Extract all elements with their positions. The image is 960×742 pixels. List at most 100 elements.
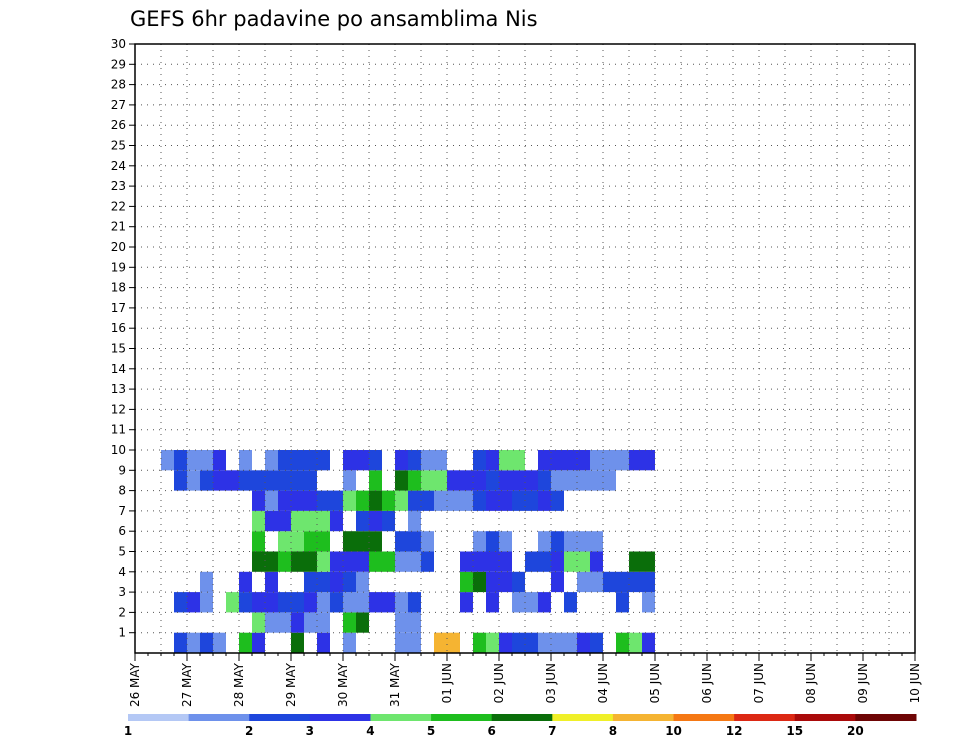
heatmap-cell (499, 450, 512, 471)
heatmap-cell (265, 450, 278, 471)
colorbar-label: 2 (245, 724, 253, 738)
colorbar-segment (370, 714, 432, 721)
heatmap-cell (317, 531, 330, 552)
y-tick-label: 24 (111, 159, 126, 173)
heatmap-cell (278, 592, 291, 613)
heatmap-cell (226, 470, 239, 491)
heatmap-cell (356, 551, 369, 572)
heatmap-cell (551, 470, 564, 491)
heatmap-cell (252, 612, 265, 633)
heatmap-cell (408, 632, 421, 653)
heatmap-cell (330, 510, 343, 532)
heatmap-cell (538, 632, 551, 653)
heatmap-cell (343, 571, 356, 593)
heatmap-cell (551, 551, 564, 572)
heatmap-cell (473, 450, 486, 471)
heatmap-cell (408, 551, 421, 572)
y-tick-label: 28 (111, 78, 126, 92)
colorbar-segment (612, 714, 675, 721)
heatmap-cells (161, 450, 655, 653)
colorbar-label: 1 (124, 724, 132, 738)
heatmap-cell (434, 490, 447, 511)
heatmap-cell (239, 470, 252, 491)
x-tick-label: 10 JUN (908, 663, 922, 703)
heatmap-cell (330, 592, 343, 613)
heatmap-cell (473, 632, 486, 653)
heatmap-cell (265, 592, 278, 613)
heatmap-cell (499, 571, 512, 593)
heatmap-cell (460, 592, 473, 613)
heatmap-cell (265, 571, 278, 593)
heatmap-cell (317, 632, 330, 653)
heatmap-cell (486, 531, 499, 552)
heatmap-cell (369, 450, 382, 471)
heatmap-cell (291, 510, 304, 532)
heatmap-cell (577, 632, 590, 653)
y-tick-label: 18 (111, 281, 126, 295)
heatmap-cell (616, 571, 629, 593)
colorbar-segment (734, 714, 796, 721)
heatmap-cell (642, 571, 655, 593)
heatmap-cell (382, 592, 395, 613)
heatmap-cell (278, 470, 291, 491)
heatmap-cell (590, 551, 603, 572)
heatmap-cell (577, 551, 590, 572)
heatmap-cell (343, 632, 356, 653)
heatmap-cell (330, 551, 343, 572)
heatmap-cell (291, 612, 304, 633)
heatmap-cell (473, 531, 486, 552)
heatmap-cell (278, 551, 291, 572)
heatmap-cell (421, 470, 434, 491)
heatmap-cell (564, 531, 577, 552)
heatmap-cell (278, 612, 291, 633)
heatmap-cell (434, 632, 447, 653)
heatmap-cell (356, 490, 369, 511)
heatmap-cell (538, 531, 551, 552)
heatmap-cell (434, 450, 447, 471)
x-tick-label: 09 JUN (856, 663, 870, 703)
heatmap-cell (551, 571, 564, 593)
heatmap-cell (408, 490, 421, 511)
heatmap-cell (564, 450, 577, 471)
heatmap-cell (356, 450, 369, 471)
heatmap-cell (512, 490, 525, 511)
y-tick-label: 22 (111, 199, 126, 213)
heatmap-cell (304, 510, 317, 532)
heatmap-cell (642, 592, 655, 613)
y-tick-label: 5 (118, 545, 126, 559)
colorbar-label: 7 (548, 724, 556, 738)
heatmap-cell (304, 470, 317, 491)
heatmap-cell (590, 531, 603, 552)
heatmap-cell (369, 510, 382, 532)
colorbar-segment (249, 714, 311, 721)
heatmap-cell (564, 632, 577, 653)
heatmap-cell (369, 470, 382, 491)
heatmap-cell (200, 571, 213, 593)
heatmap-cell (473, 551, 486, 572)
y-tick-label: 27 (111, 98, 126, 112)
heatmap-cell (369, 490, 382, 511)
heatmap-cell (408, 510, 421, 532)
heatmap-cell (525, 490, 538, 511)
heatmap-cell (434, 470, 447, 491)
heatmap-cell (343, 470, 356, 491)
heatmap-cell (317, 450, 330, 471)
heatmap-cell (616, 592, 629, 613)
heatmap-cell (642, 551, 655, 572)
y-tick-label: 25 (111, 139, 126, 153)
colorbar: 1 2 3 4 5 6 7 8 10 12 15 20 (124, 714, 917, 738)
heatmap-cell (252, 531, 265, 552)
heatmap-cell (239, 571, 252, 593)
heatmap-cell (278, 531, 291, 552)
x-tick-label: 07 JUN (752, 663, 766, 703)
heatmap-cell (291, 450, 304, 471)
heatmap-cell (473, 490, 486, 511)
x-tick-label: 01 JUN (440, 663, 454, 703)
heatmap-cell (525, 470, 538, 491)
y-tick-label: 11 (111, 423, 126, 437)
heatmap-cell (616, 632, 629, 653)
heatmap-cell (265, 510, 278, 532)
x-tick-label: 29 MAY (284, 662, 298, 707)
heatmap-cell (291, 592, 304, 613)
